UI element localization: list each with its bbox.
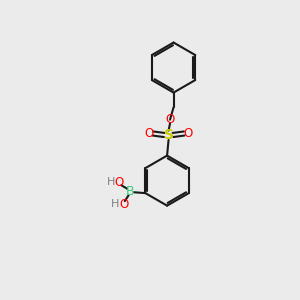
Text: O: O bbox=[119, 197, 128, 211]
Text: O: O bbox=[114, 176, 124, 189]
Text: H: H bbox=[111, 199, 120, 209]
Text: S: S bbox=[164, 128, 174, 142]
Text: O: O bbox=[144, 127, 153, 140]
Text: O: O bbox=[165, 113, 175, 126]
Text: H: H bbox=[106, 177, 115, 187]
Text: O: O bbox=[184, 127, 193, 140]
Text: B: B bbox=[126, 185, 134, 198]
